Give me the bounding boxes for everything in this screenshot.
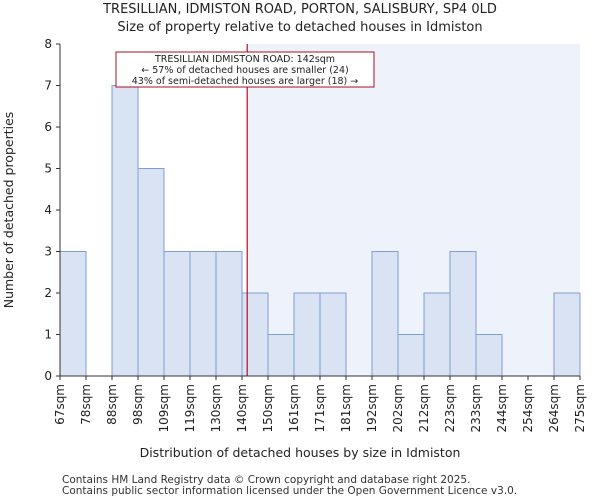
x-tick-label-88sqm: 88sqm bbox=[105, 384, 119, 425]
bar-67sqm bbox=[59, 251, 87, 377]
bar-233sqm bbox=[475, 334, 503, 377]
bar-150sqm bbox=[267, 334, 295, 377]
bar-140sqm bbox=[241, 292, 269, 377]
x-tick-label-244sqm: 244sqm bbox=[495, 384, 509, 432]
annotation-box: TRESILLIAN IDMISTON ROAD: 142sqm ← 57% o… bbox=[115, 51, 375, 88]
footer-line-1: Contains HM Land Registry data © Crown c… bbox=[62, 474, 470, 486]
bar-171sqm bbox=[319, 292, 347, 377]
y-tick-label: 5 bbox=[44, 162, 52, 176]
y-tick-label: 6 bbox=[44, 120, 52, 134]
bar-223sqm bbox=[449, 251, 477, 377]
y-tick-label: 1 bbox=[44, 328, 52, 342]
x-tick-label-109sqm: 109sqm bbox=[157, 384, 171, 432]
annotation-frame bbox=[115, 51, 375, 88]
bar-161sqm bbox=[293, 292, 321, 377]
chart-subtitle: Size of property relative to detached ho… bbox=[117, 20, 482, 35]
bar-119sqm bbox=[189, 251, 217, 377]
x-tick-label-78sqm: 78sqm bbox=[79, 384, 93, 425]
x-tick-label-264sqm: 264sqm bbox=[547, 384, 561, 432]
x-tick-label-223sqm: 223sqm bbox=[443, 384, 457, 432]
x-tick-label-233sqm: 233sqm bbox=[469, 384, 483, 432]
x-tick-label-181sqm: 181sqm bbox=[339, 384, 353, 432]
y-tick-label: 7 bbox=[44, 79, 52, 93]
bar-264sqm bbox=[553, 292, 581, 377]
y-tick-label: 0 bbox=[44, 369, 52, 383]
bar-88sqm bbox=[111, 85, 139, 377]
y-tick-label: 2 bbox=[44, 286, 52, 300]
y-axis-label: Number of detached properties bbox=[1, 112, 16, 309]
x-tick-label-171sqm: 171sqm bbox=[313, 384, 327, 432]
y-tick-label: 3 bbox=[44, 245, 52, 259]
x-tick-label-119sqm: 119sqm bbox=[183, 384, 197, 432]
footer-line-2: Contains public sector information licen… bbox=[62, 485, 517, 497]
annotation-line-3: 43% of semi-detached houses are larger (… bbox=[132, 76, 359, 87]
x-tick-label-192sqm: 192sqm bbox=[365, 384, 379, 432]
annotation-line-1: TRESILLIAN IDMISTON ROAD: 142sqm bbox=[154, 54, 335, 65]
x-tick-label-212sqm: 212sqm bbox=[417, 384, 431, 432]
y-tick-label: 8 bbox=[44, 37, 52, 51]
annotation-line-2: ← 57% of detached houses are smaller (24… bbox=[141, 65, 348, 76]
x-tick-label-150sqm: 150sqm bbox=[261, 384, 275, 432]
bar-212sqm bbox=[423, 292, 451, 377]
x-tick-label-130sqm: 130sqm bbox=[209, 384, 223, 432]
x-tick-label-161sqm: 161sqm bbox=[287, 384, 301, 432]
chart-title: TRESILLIAN, IDMISTON ROAD, PORTON, SALIS… bbox=[102, 2, 497, 17]
x-tick-label-202sqm: 202sqm bbox=[391, 384, 405, 432]
x-tick-label-254sqm: 254sqm bbox=[521, 384, 535, 432]
bar-130sqm bbox=[215, 251, 243, 377]
x-tick-label-275sqm: 275sqm bbox=[573, 384, 587, 432]
x-tick-label-98sqm: 98sqm bbox=[131, 384, 145, 425]
y-ticks: 0 1 2 3 4 5 6 7 8 bbox=[44, 37, 60, 383]
bar-192sqm bbox=[371, 251, 399, 377]
bars bbox=[59, 85, 581, 377]
bar-98sqm bbox=[137, 168, 165, 377]
x-axis-label: Distribution of detached houses by size … bbox=[140, 445, 461, 460]
bar-202sqm bbox=[397, 334, 425, 377]
x-ticks: 67sqm 78sqm 88sqm 98sqm 109sqm 119sqm 130sqm 14… bbox=[53, 376, 587, 432]
y-tick-label: 4 bbox=[44, 203, 52, 217]
bar-109sqm bbox=[163, 251, 191, 377]
x-tick-label-67sqm: 67sqm bbox=[53, 384, 67, 425]
x-tick-label-140sqm: 140sqm bbox=[235, 384, 249, 432]
